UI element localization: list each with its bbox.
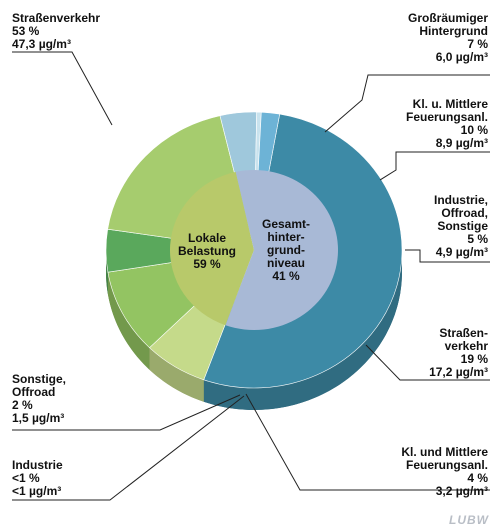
label-strassenverkehr-lokal: Straßenverkehr 53 % 47,3 µg/m³ <box>12 11 101 51</box>
leader-line <box>365 344 490 381</box>
lubw-logo: LUBW <box>449 513 489 527</box>
inner-ring <box>170 170 339 331</box>
inner-label-gesamthintergrund: Gesamt- hinter- grund- niveau 41 % <box>262 217 311 283</box>
leader-lines <box>12 51 490 501</box>
pie-side-wall <box>149 347 204 402</box>
label-sonstige-offroad: Sonstige, Offroad 2 % 1,5 µg/m³ <box>12 372 67 425</box>
leader-line <box>12 51 113 126</box>
label-strassenverkehr-hintergrund: Straßen- verkehr 19 % 17,2 µg/m³ <box>429 326 488 379</box>
leader-line <box>324 74 490 133</box>
label-kl-mittlere-1: Kl. u. Mittlere Feuerungsanl. 10 % 8,9 µ… <box>405 97 488 150</box>
label-grossraeumig: Großräumiger Hintergrund 7 % 6,0 µg/m³ <box>407 11 488 64</box>
pie-side-wall <box>106 250 108 295</box>
leader-line <box>12 395 245 501</box>
inner-label-lokale-belastung: Lokale Belastung 59 % <box>178 231 237 271</box>
label-kl-mittlere-2: Kl. und Mittlere Feuerungsanl. 4 % 3,2 µ… <box>401 445 488 498</box>
pie-side-wall <box>107 272 150 370</box>
label-industrie-offroad-sonstige: Industrie, Offroad, Sonstige 5 % 4,9 µg/… <box>433 193 488 259</box>
leader-line <box>379 151 490 181</box>
inner-slice <box>225 170 339 331</box>
pie-side-wall <box>203 250 402 410</box>
leader-line <box>245 393 490 491</box>
leader-line <box>405 249 490 263</box>
label-industrie-lokal: Industrie <1 % <1 µg/m³ <box>12 458 63 498</box>
inner-slice <box>170 171 254 326</box>
leader-line <box>12 394 241 431</box>
